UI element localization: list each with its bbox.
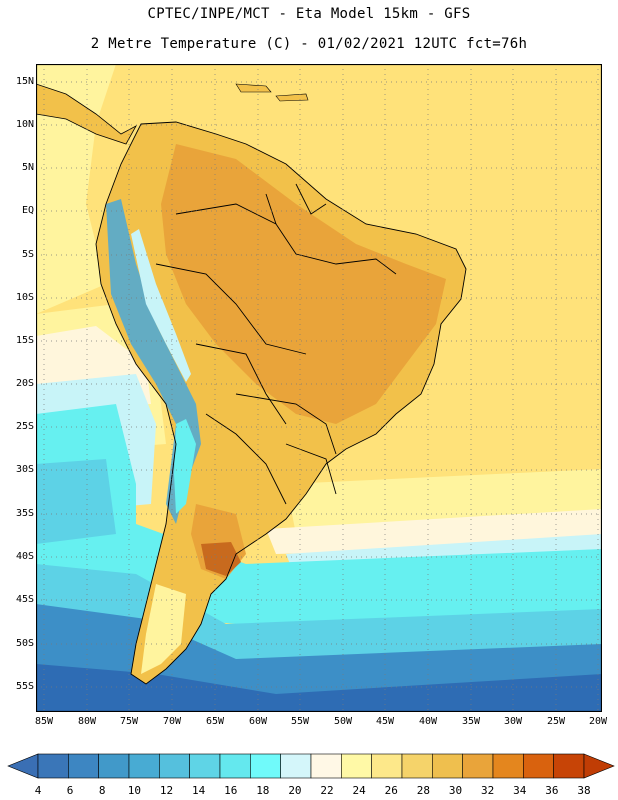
colorbar-swatch bbox=[37, 753, 69, 779]
colorbar-swatch bbox=[371, 753, 403, 779]
colorbar-label: 22 bbox=[320, 784, 334, 797]
colorbar-label: 34 bbox=[513, 784, 527, 797]
lat-label: 5S bbox=[21, 249, 34, 260]
colorbar-swatch bbox=[159, 753, 190, 779]
colorbar-swatch bbox=[189, 753, 221, 779]
lon-label: 55W bbox=[290, 716, 310, 727]
lat-label: 15S bbox=[15, 335, 34, 346]
colorbar-label: 20 bbox=[288, 784, 302, 797]
lon-label: 80W bbox=[77, 716, 97, 727]
lon-label: 60W bbox=[248, 716, 268, 727]
colorbar-swatch bbox=[250, 753, 281, 779]
lon-label: 30W bbox=[503, 716, 523, 727]
orange-heat-zone bbox=[161, 144, 446, 424]
map-border bbox=[36, 64, 602, 712]
lon-label: 35W bbox=[461, 716, 481, 727]
lat-label: 10S bbox=[15, 292, 34, 303]
lat-label: EQ bbox=[21, 205, 34, 216]
colorbar-label: 26 bbox=[384, 784, 398, 797]
lat-label: 10N bbox=[15, 119, 34, 130]
central-america-land bbox=[36, 83, 138, 145]
colorbar-swatch bbox=[432, 753, 463, 779]
colorbar-label: 18 bbox=[256, 784, 270, 797]
colorbar-swatch bbox=[98, 753, 130, 779]
lat-label: 20S bbox=[15, 378, 34, 389]
temperature-map bbox=[36, 64, 602, 712]
lon-label: 70W bbox=[162, 716, 182, 727]
lat-label: 5N bbox=[21, 162, 34, 173]
lon-label: 20W bbox=[588, 716, 608, 727]
lon-label: 45W bbox=[375, 716, 395, 727]
lat-label: 35S bbox=[15, 508, 34, 519]
graticule bbox=[36, 64, 602, 712]
colorbar-label: 14 bbox=[191, 784, 206, 797]
colorbar-label: 4 bbox=[34, 784, 42, 797]
colorbar-label: 32 bbox=[481, 784, 495, 797]
caribbean-islands bbox=[235, 83, 309, 102]
lon-label: 85W bbox=[34, 716, 54, 727]
colorbar-label: 28 bbox=[416, 784, 431, 797]
lat-label: 45S bbox=[15, 594, 34, 605]
deep-blue-zone bbox=[36, 664, 602, 712]
colorbar bbox=[7, 753, 615, 779]
colorbar-label: 8 bbox=[98, 784, 106, 797]
colorbar-low-arrow bbox=[7, 753, 39, 779]
colorbar-swatch bbox=[553, 753, 585, 779]
colorbar-swatch bbox=[401, 753, 433, 779]
chart-subtitle: 2 Metre Temperature (C) - 01/02/2021 12U… bbox=[90, 36, 528, 52]
colorbar-swatch bbox=[341, 753, 372, 779]
lat-label: 40S bbox=[15, 551, 34, 562]
lon-label: 25W bbox=[546, 716, 566, 727]
lat-label: 55S bbox=[15, 681, 34, 692]
colorbar-label: 16 bbox=[224, 784, 238, 797]
lon-label: 75W bbox=[119, 716, 139, 727]
colorbar-label: 24 bbox=[352, 784, 366, 797]
colorbar-swatch bbox=[219, 753, 251, 779]
cool-coast-zone bbox=[141, 584, 186, 674]
colorbar-label: 12 bbox=[159, 784, 174, 797]
country-borders bbox=[95, 121, 467, 685]
colorbar-label: 36 bbox=[545, 784, 559, 797]
lon-label: 65W bbox=[205, 716, 225, 727]
lat-label: 25S bbox=[15, 421, 34, 432]
colorbar-swatch bbox=[462, 753, 494, 779]
lat-label: 15N bbox=[15, 76, 34, 87]
andes-cool-ribbon bbox=[174, 419, 196, 514]
colorbar-label: 30 bbox=[448, 784, 463, 797]
lon-label: 40W bbox=[418, 716, 438, 727]
lat-label: 30S bbox=[15, 464, 34, 475]
colorbar-swatches bbox=[37, 753, 585, 779]
lat-label: 50S bbox=[15, 638, 34, 649]
colorbar-swatch bbox=[492, 753, 524, 779]
colorbar-label: 38 bbox=[577, 784, 591, 797]
andes-cool-ribbon bbox=[131, 229, 191, 382]
colorbar-high-arrow bbox=[583, 753, 615, 779]
colorbar-swatch bbox=[280, 753, 312, 779]
colorbar-swatch bbox=[310, 753, 342, 779]
chart-title: CPTEC/INPE/MCT - Eta Model 15km - GFS bbox=[147, 6, 471, 22]
light-blue-zone bbox=[36, 459, 116, 544]
colorbar-swatch bbox=[68, 753, 99, 779]
colorbar-swatch bbox=[128, 753, 160, 779]
colorbar-label: 6 bbox=[66, 784, 74, 797]
lon-label: 50W bbox=[333, 716, 353, 727]
pale-yellow-zone bbox=[36, 64, 116, 314]
colorbar-swatch bbox=[523, 753, 554, 779]
colorbar-label: 10 bbox=[127, 784, 141, 797]
